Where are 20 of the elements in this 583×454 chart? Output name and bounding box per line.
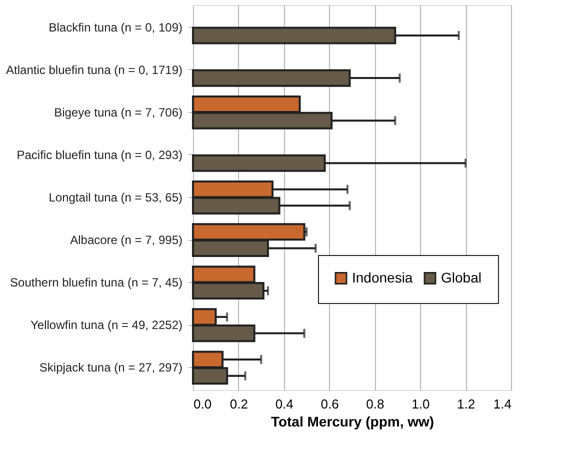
y-tick-label: Albacore (n = 7, 995) [70, 233, 182, 248]
x-tick-label: 1.4 [493, 396, 512, 412]
y-tick-label: Bigeye tuna (n = 7, 706) [54, 105, 182, 120]
y-tick-label: Atlantic bluefin tuna (n = 0, 1719) [6, 62, 182, 77]
x-tick-label: 0.4 [275, 396, 294, 412]
x-tick-label: 0.6 [320, 396, 339, 412]
y-tick-label: Yellowfin tuna (n = 49, 2252) [30, 318, 182, 332]
y-tick-label: Southern bluefin tuna (n = 7, 45) [10, 276, 183, 290]
legend-label: Global [441, 269, 482, 286]
y-tick-label: Blackfin tuna (n = 0, 109) [48, 20, 182, 34]
x-tick-label: 1.0 [412, 396, 430, 412]
x-tick-label: 0.8 [366, 396, 384, 412]
y-tick-label: Pacific bluefin tuna (n = 0, 293) [16, 148, 182, 162]
x-tick-label: 1.2 [457, 396, 476, 412]
y-tick-label: Longtail tuna (n = 53, 65) [48, 190, 182, 204]
x-axis-title: Total Mercury (ppm, ww) [270, 414, 434, 430]
y-tick-label: Skipjack tuna (n = 27, 297) [39, 360, 182, 375]
legend-label: Indonesia [352, 269, 413, 286]
x-tick-label: 0.2 [230, 396, 248, 412]
x-tick-label: 0.0 [194, 396, 212, 412]
